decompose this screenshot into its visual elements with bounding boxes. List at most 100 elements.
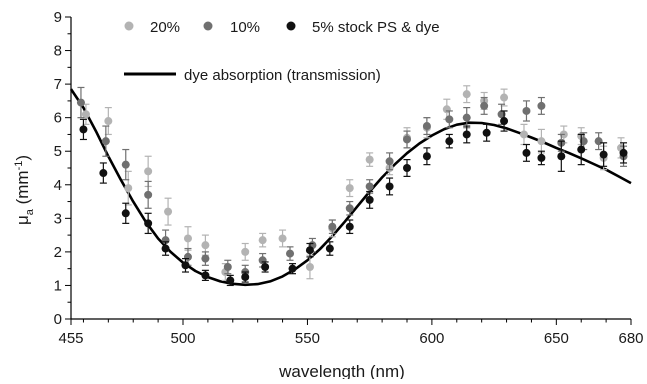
series-20-point — [519, 130, 528, 139]
series-5-point — [365, 195, 374, 204]
legend-label-5: 5% stock PS & dye — [312, 19, 440, 36]
series-10-point — [345, 204, 354, 213]
x-axis-title: wavelength (nm) — [278, 362, 405, 379]
y-tick-label: 8 — [54, 43, 62, 60]
series-10-point — [76, 98, 85, 107]
series-20-point — [278, 234, 287, 243]
series-10-point — [101, 137, 110, 146]
legend-label-10: 10% — [230, 19, 260, 36]
series-5-point — [557, 152, 566, 161]
x-tick-label: 680 — [618, 330, 643, 347]
axes — [70, 17, 631, 320]
legend-label-dye: dye absorption (transmission) — [184, 67, 381, 84]
y-axis-title-sub: a — [24, 208, 36, 215]
series-20-point — [462, 90, 471, 99]
series-5-point — [403, 164, 411, 172]
y-tick-label: 4 — [54, 177, 62, 194]
series-10-point — [223, 262, 232, 271]
series-5-point — [482, 128, 491, 137]
series-5-point — [577, 145, 586, 154]
series-10-point — [445, 115, 454, 124]
series-20-point — [365, 155, 374, 164]
x-tick-label: 600 — [419, 330, 444, 347]
series-10-point — [201, 254, 210, 263]
series-5-point — [325, 244, 334, 253]
series-5-point — [462, 130, 471, 139]
series-20-point — [164, 207, 173, 216]
series-5-point — [305, 246, 314, 255]
series-5-point — [599, 150, 608, 159]
y-axis-title-main: μ — [13, 215, 32, 225]
y-tick-label: 5 — [54, 143, 62, 160]
series-5-point — [385, 182, 394, 191]
legend-marker-10 — [203, 21, 213, 31]
x-tick-label: 550 — [295, 330, 320, 347]
series-5-point — [144, 219, 153, 228]
series-10-point — [594, 137, 603, 146]
series-5-point — [121, 209, 130, 218]
legend-marker-20 — [124, 21, 134, 31]
x-tick-label: 650 — [544, 330, 569, 347]
y-tick-label: 1 — [54, 277, 62, 294]
axis-ticks: 455 500 550 600 650 680 0 1 2 3 4 5 6 7 8 9 — [54, 9, 644, 347]
x-tick-label: 455 — [58, 330, 83, 347]
series-5-point — [345, 222, 354, 231]
series-10-point — [328, 222, 337, 231]
legend: 20% 10% 5% stock PS & dye dye absorption… — [124, 19, 440, 84]
y-tick-label: 7 — [54, 76, 62, 93]
y-axis-title: μa (mm-1) — [13, 155, 36, 225]
series-5-point — [161, 244, 170, 253]
series-5-point — [537, 153, 546, 162]
series-20-point — [104, 117, 113, 126]
series-5-point — [500, 117, 509, 126]
legend-marker-5 — [286, 21, 296, 31]
series-20-point — [81, 110, 90, 119]
x-tick-label: 500 — [170, 330, 195, 347]
series-10-point — [462, 113, 471, 122]
series-20-point — [305, 262, 314, 271]
series-10-point — [480, 101, 489, 110]
series-5-point — [422, 152, 431, 161]
y-tick-label: 0 — [54, 311, 62, 328]
series-10-point — [522, 106, 531, 115]
series-5-point — [79, 125, 88, 134]
series-20-point — [241, 247, 250, 256]
y-axis-title-unit: (mm — [13, 170, 32, 209]
series-10-point — [121, 160, 130, 169]
series-20-point — [201, 241, 210, 250]
series-10-point — [286, 249, 295, 258]
data-points-group — [76, 85, 628, 287]
series-10-point — [403, 135, 411, 144]
y-axis-title-unit-exp: -1 — [13, 161, 25, 171]
series-5-point — [241, 273, 250, 282]
series-20-point — [537, 137, 546, 146]
series-5-point — [201, 271, 210, 280]
series-20-point — [500, 93, 509, 102]
legend-label-20: 20% — [150, 19, 180, 36]
y-tick-label: 9 — [54, 9, 62, 26]
series-20-point — [144, 167, 153, 176]
series-20-point — [183, 234, 192, 243]
series-5-point — [445, 137, 454, 146]
y-tick-label: 6 — [54, 110, 62, 127]
series-5-point — [226, 276, 235, 285]
y-tick-label: 3 — [54, 210, 62, 227]
series-5-point — [619, 148, 628, 157]
y-axis-title-unit-close: ) — [13, 155, 32, 161]
series-5-point — [522, 148, 531, 157]
series-5-point — [181, 261, 190, 270]
series-5-point — [99, 169, 108, 178]
series-5-point — [261, 262, 270, 271]
series-20-point — [345, 184, 354, 193]
series-20-point — [258, 236, 267, 245]
series-20-point — [124, 184, 133, 193]
y-tick-label: 2 — [54, 244, 62, 261]
series-10-point — [144, 190, 153, 199]
series-10-point — [365, 182, 374, 191]
series-10-point — [422, 122, 431, 131]
series-10-point — [537, 101, 546, 110]
series-10-point — [385, 157, 394, 166]
series-5-point — [288, 264, 297, 273]
